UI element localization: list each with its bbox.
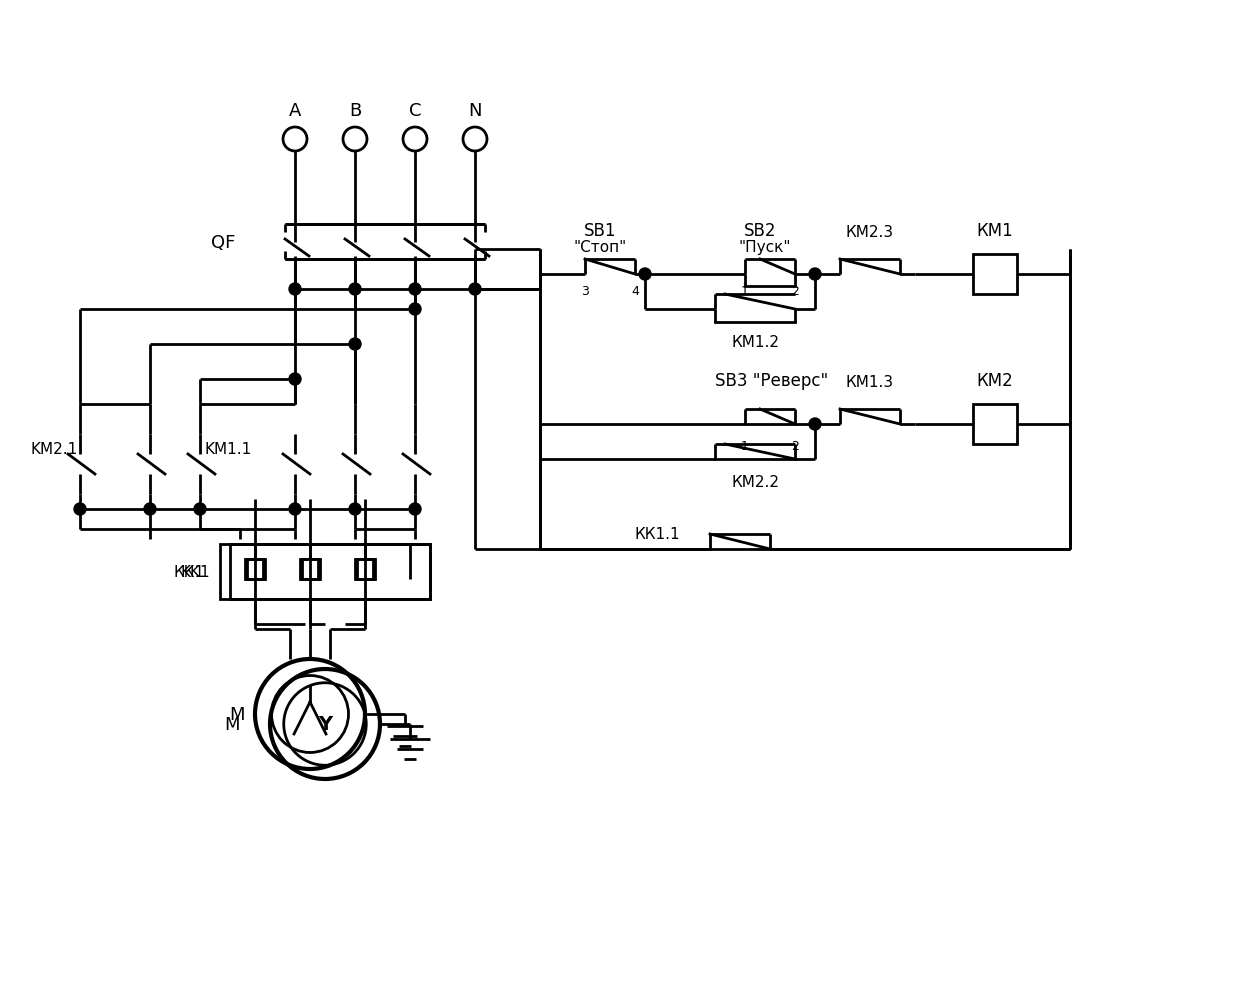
Text: КК1: КК1 (173, 565, 204, 580)
Circle shape (639, 268, 650, 280)
Text: 2: 2 (790, 439, 799, 452)
Bar (973, 405, 1017, 444)
Bar (973, 254, 1017, 294)
Text: N: N (468, 102, 482, 120)
Circle shape (470, 283, 481, 295)
Text: 1: 1 (741, 439, 748, 452)
Circle shape (289, 504, 301, 516)
Circle shape (349, 339, 361, 351)
Bar (300, 560, 320, 580)
Text: М: М (229, 706, 245, 724)
Text: КМ2: КМ2 (976, 372, 1014, 390)
Circle shape (809, 418, 821, 430)
Bar (245, 560, 265, 580)
Circle shape (349, 504, 361, 516)
Bar (221, 545, 430, 599)
Text: M: M (224, 716, 240, 734)
Text: 3: 3 (581, 284, 589, 297)
Circle shape (409, 504, 421, 516)
Text: КМ1.2: КМ1.2 (731, 335, 779, 350)
Circle shape (289, 283, 301, 295)
Circle shape (74, 504, 85, 516)
Bar (356, 560, 375, 580)
Text: KM2.1: KM2.1 (30, 442, 77, 457)
Bar (230, 545, 430, 599)
Text: КМ2.3: КМ2.3 (846, 225, 895, 240)
Text: KK1: KK1 (181, 565, 209, 580)
Circle shape (349, 283, 361, 295)
Text: 4: 4 (631, 284, 639, 297)
Bar (302, 560, 318, 580)
Text: C: C (409, 102, 421, 120)
Text: "Стоп": "Стоп" (574, 240, 627, 254)
Circle shape (195, 504, 206, 516)
Circle shape (144, 504, 156, 516)
Bar (357, 560, 373, 580)
Circle shape (409, 283, 421, 295)
Circle shape (289, 374, 301, 386)
Text: KM1.1: KM1.1 (204, 442, 253, 457)
Text: 1: 1 (741, 284, 748, 297)
Bar (247, 560, 263, 580)
Text: КМ1: КМ1 (976, 222, 1014, 240)
Text: SB3 "Реверс": SB3 "Реверс" (715, 372, 828, 390)
Text: SB1: SB1 (584, 222, 616, 240)
Text: B: B (349, 102, 361, 120)
Text: Y: Y (318, 715, 332, 734)
Text: 2: 2 (790, 284, 799, 297)
Text: A: A (289, 102, 301, 120)
Text: КМ1.3: КМ1.3 (846, 375, 895, 390)
Circle shape (809, 268, 821, 280)
Text: QF: QF (211, 234, 235, 251)
Text: КМ2.2: КМ2.2 (731, 474, 779, 489)
Text: "Пуск": "Пуск" (738, 240, 792, 254)
Text: КК1.1: КК1.1 (634, 527, 680, 542)
Text: SB2: SB2 (743, 222, 777, 240)
Circle shape (409, 304, 421, 316)
